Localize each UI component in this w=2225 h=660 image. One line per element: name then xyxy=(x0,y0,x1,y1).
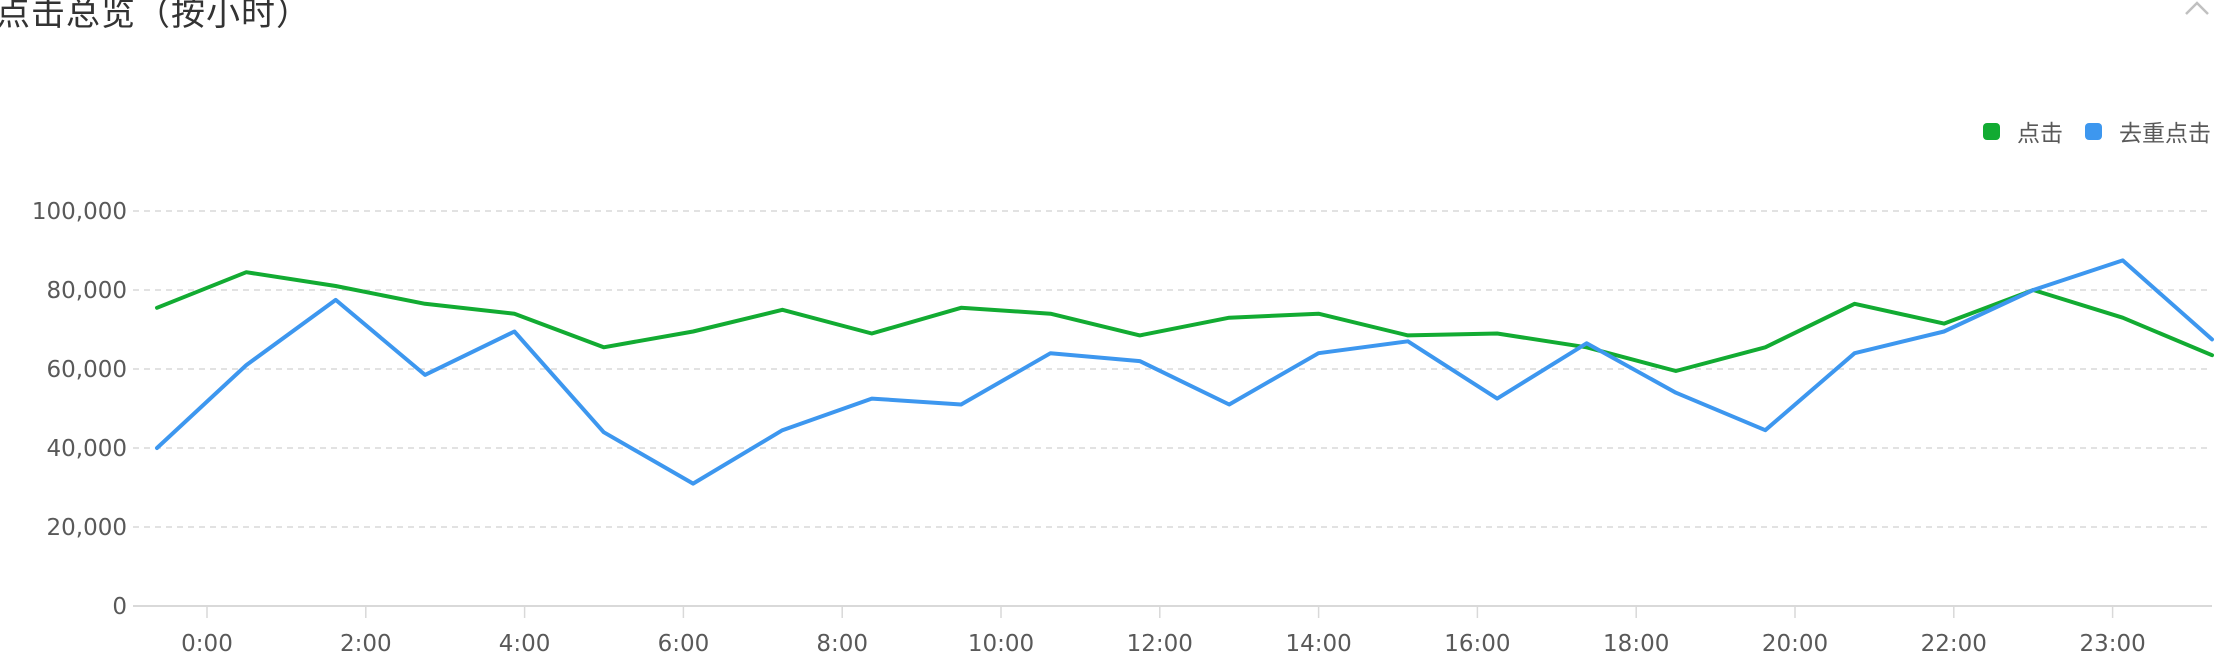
legend-item-clicks[interactable]: 点击 xyxy=(1983,114,2063,148)
legend-item-unique-clicks[interactable]: 去重点击 xyxy=(2085,114,2211,148)
collapse-button[interactable] xyxy=(2183,0,2211,18)
legend-swatch-clicks xyxy=(1983,122,2000,140)
x-tick-label: 16:00 xyxy=(1444,631,1510,657)
chart-legend: 点击 去重点击 xyxy=(1961,114,2211,148)
legend-swatch-unique-clicks xyxy=(2085,122,2102,140)
series-line-clicks xyxy=(155,270,2214,373)
x-tick-label: 2:00 xyxy=(340,631,392,657)
x-tick-label: 0:00 xyxy=(181,631,233,657)
chevron-up-icon xyxy=(2185,1,2209,15)
y-tick-label: 80,000 xyxy=(47,278,127,304)
x-tick-label: 8:00 xyxy=(816,631,868,657)
legend-label-unique-clicks: 去重点击 xyxy=(2119,121,2211,147)
legend-label-clicks: 点击 xyxy=(2017,121,2063,147)
y-tick-label: 60,000 xyxy=(47,357,127,383)
x-tick-label: 14:00 xyxy=(1285,631,1351,657)
x-tick-label: 4:00 xyxy=(499,631,551,657)
x-tick-label: 10:00 xyxy=(968,631,1034,657)
panel-title: 点击总览（按小时） xyxy=(0,0,311,34)
x-tick-label: 12:00 xyxy=(1127,631,1193,657)
series-line-unique-clicks xyxy=(155,258,2214,486)
y-tick-label: 0 xyxy=(112,594,127,620)
x-tick-label: 18:00 xyxy=(1603,631,1669,657)
y-tick-label: 20,000 xyxy=(47,515,127,541)
x-tick-label: 6:00 xyxy=(658,631,710,657)
x-tick-label: 22:00 xyxy=(1921,631,1987,657)
y-tick-label: 40,000 xyxy=(47,436,127,462)
y-tick-label: 100,000 xyxy=(32,199,127,225)
x-tick-label: 20:00 xyxy=(1762,631,1828,657)
x-tick-label: 23:00 xyxy=(2079,631,2145,657)
